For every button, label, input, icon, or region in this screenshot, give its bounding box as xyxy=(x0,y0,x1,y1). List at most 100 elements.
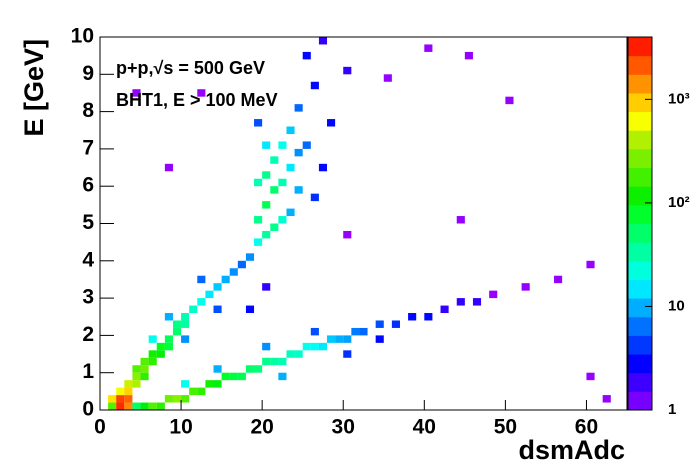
cell xyxy=(254,216,263,224)
cell xyxy=(318,342,328,351)
cell xyxy=(164,395,173,403)
cell xyxy=(270,186,279,194)
cell xyxy=(270,156,279,164)
cell xyxy=(254,119,263,127)
color-band xyxy=(628,55,652,75)
cell xyxy=(124,380,133,388)
cell xyxy=(245,305,255,314)
cell xyxy=(164,335,173,343)
cell xyxy=(489,290,498,299)
color-band xyxy=(628,298,652,318)
cell xyxy=(245,253,255,261)
cell xyxy=(262,283,271,291)
color-band xyxy=(628,130,652,150)
x-tick-label: 20 xyxy=(250,416,273,439)
cell xyxy=(302,342,311,351)
y-tick-label: 5 xyxy=(82,211,94,234)
cell xyxy=(254,238,263,246)
color-bar-frame xyxy=(627,36,653,411)
cell xyxy=(237,372,246,381)
cell xyxy=(164,163,173,172)
cell xyxy=(132,89,141,97)
cell xyxy=(254,178,263,187)
cell xyxy=(164,342,173,351)
x-tick-label: 0 xyxy=(94,416,106,439)
cell xyxy=(116,395,125,403)
y-tick-label: 8 xyxy=(82,99,94,122)
z-tick-label: 10² xyxy=(668,194,690,211)
y-tick-label: 3 xyxy=(82,286,94,309)
cell xyxy=(262,357,271,366)
color-band xyxy=(628,186,652,206)
cell xyxy=(124,402,133,410)
cell xyxy=(205,290,214,299)
cell xyxy=(189,305,198,314)
x-tick-label: 60 xyxy=(575,416,598,439)
cell xyxy=(213,365,222,373)
cell xyxy=(278,357,287,366)
y-tick-label: 6 xyxy=(82,174,94,197)
color-bar xyxy=(628,37,652,411)
cell xyxy=(181,395,190,403)
cell xyxy=(229,372,238,381)
y-tick-label: 10 xyxy=(71,25,94,48)
color-band xyxy=(628,74,652,94)
cell xyxy=(310,327,319,336)
cell xyxy=(327,119,336,127)
z-tick-label: 1 xyxy=(668,401,676,418)
y-tick-label: 4 xyxy=(82,248,94,271)
cell xyxy=(148,335,157,343)
color-band xyxy=(628,242,652,262)
color-band xyxy=(628,167,652,187)
cell xyxy=(359,327,368,336)
color-band xyxy=(628,335,652,355)
annotation: BHT1, E > 100 MeV xyxy=(116,90,278,110)
cell xyxy=(456,216,465,224)
cell xyxy=(116,387,125,396)
cell xyxy=(383,74,392,82)
cell xyxy=(197,387,206,396)
cell xyxy=(197,89,206,97)
y-tick-label: 7 xyxy=(82,136,94,159)
cell xyxy=(164,313,173,321)
cell xyxy=(262,171,271,179)
cell xyxy=(375,335,384,343)
cell xyxy=(156,342,165,351)
color-band xyxy=(628,37,652,57)
cell xyxy=(343,350,352,358)
cell xyxy=(181,320,190,328)
cell xyxy=(270,357,279,366)
cell xyxy=(408,313,417,321)
cell xyxy=(327,335,336,343)
y-tick-label: 2 xyxy=(82,323,94,346)
cell xyxy=(108,402,117,410)
cell xyxy=(424,44,433,52)
cell xyxy=(132,402,141,410)
cell xyxy=(586,260,595,269)
cell xyxy=(116,402,125,410)
cell xyxy=(602,395,611,403)
cell xyxy=(391,320,400,328)
cell xyxy=(278,141,287,149)
cell xyxy=(262,342,271,351)
cell xyxy=(278,372,287,381)
cell xyxy=(132,372,141,381)
cell xyxy=(140,372,149,381)
cells xyxy=(108,37,611,410)
cell xyxy=(472,298,482,306)
cell xyxy=(213,305,222,314)
cell xyxy=(124,395,133,403)
color-band xyxy=(628,148,652,169)
cell xyxy=(189,387,198,396)
cell xyxy=(172,327,182,336)
cell xyxy=(172,395,182,403)
color-band xyxy=(628,111,652,131)
x-tick-label: 50 xyxy=(494,416,517,439)
cell xyxy=(278,216,287,224)
cell xyxy=(148,350,157,358)
x-tick-label: 10 xyxy=(169,416,192,439)
cell xyxy=(318,163,328,172)
cell xyxy=(181,313,190,321)
cell xyxy=(294,350,303,358)
cell xyxy=(302,141,311,149)
